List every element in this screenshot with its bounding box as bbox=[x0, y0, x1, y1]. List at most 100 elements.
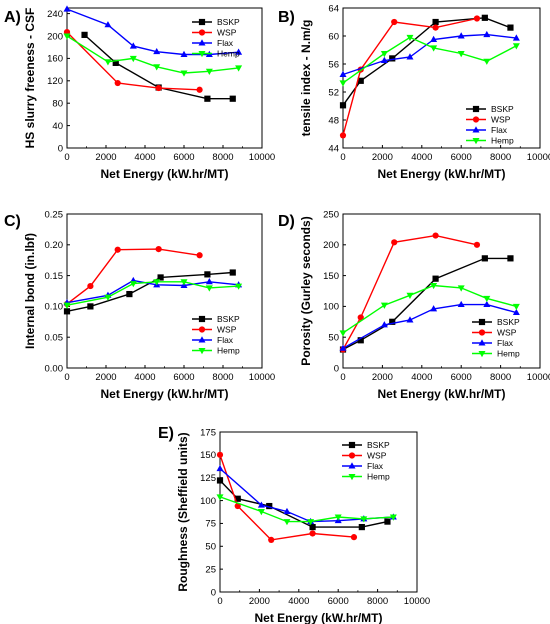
y-tick-label: 200 bbox=[323, 240, 339, 251]
legend-label-wsp: WSP bbox=[491, 115, 511, 125]
y-tick-label: 175 bbox=[200, 427, 216, 438]
x-axis-title: Net Energy (kW.hr/MT) bbox=[377, 387, 505, 401]
data-point-bskp bbox=[112, 59, 119, 66]
data-point-wsp bbox=[432, 24, 439, 31]
data-point-hemp bbox=[104, 59, 112, 66]
x-axis-title: Net Energy (kW.hr/MT) bbox=[100, 167, 228, 181]
legend-swatch-marker bbox=[348, 462, 356, 469]
data-point-hemp bbox=[63, 33, 71, 40]
data-point-flax bbox=[430, 305, 438, 312]
x-tick-label: 6000 bbox=[328, 596, 349, 607]
y-tick-label: 52 bbox=[328, 87, 339, 98]
legend-swatch-marker bbox=[478, 339, 486, 346]
x-tick-label: 0 bbox=[340, 372, 345, 383]
data-point-hemp bbox=[406, 34, 414, 42]
y-tick-label: 120 bbox=[47, 76, 63, 87]
series-wsp bbox=[339, 232, 481, 353]
data-point-wsp bbox=[350, 534, 358, 541]
data-point-wsp bbox=[87, 282, 94, 290]
data-point-bskp bbox=[481, 14, 488, 21]
legend-swatch-marker bbox=[478, 351, 486, 358]
data-point-hemp bbox=[339, 80, 347, 87]
data-point-hemp bbox=[283, 519, 291, 526]
data-point-hemp bbox=[360, 516, 368, 523]
legend-label-wsp: WSP bbox=[217, 325, 237, 335]
legend-swatch-marker bbox=[198, 18, 206, 26]
legend-swatch-marker bbox=[348, 452, 356, 459]
x-tick-label: 4000 bbox=[134, 372, 155, 383]
data-point-wsp bbox=[155, 246, 162, 253]
y-axis-title: HS slurry freeness - CSF bbox=[23, 8, 37, 149]
chart-panel-b: B) 0 2000 4000 6000 8000 10000 44 48 52 56 60 64 Net … bbox=[278, 3, 550, 181]
y-tick-label: 0.25 bbox=[45, 209, 64, 220]
y-tick-label: 25 bbox=[205, 564, 216, 575]
data-point-flax bbox=[406, 53, 414, 60]
data-point-flax bbox=[457, 300, 465, 308]
x-tick-label: 6000 bbox=[173, 152, 194, 163]
data-point-wsp bbox=[432, 232, 439, 239]
series-line-flax bbox=[342, 33, 517, 76]
panel-letter: C) bbox=[4, 213, 21, 230]
x-tick-label: 6000 bbox=[451, 152, 472, 163]
data-point-bskp bbox=[507, 24, 514, 31]
panel-letter: D) bbox=[278, 213, 295, 230]
data-point-bskp bbox=[229, 269, 236, 276]
legend-swatch-marker bbox=[198, 51, 206, 58]
data-point-bskp bbox=[126, 290, 133, 298]
x-tick-label: 10000 bbox=[404, 596, 430, 607]
data-point-hemp bbox=[307, 519, 315, 526]
series-flax bbox=[339, 30, 520, 77]
data-point-flax bbox=[406, 316, 414, 323]
y-tick-label: 60 bbox=[328, 31, 339, 42]
data-point-wsp bbox=[391, 239, 398, 246]
data-point-hemp bbox=[129, 55, 137, 63]
data-point-hemp bbox=[334, 514, 342, 521]
series-line-flax bbox=[66, 8, 239, 56]
y-tick-label: 0 bbox=[334, 363, 339, 374]
data-point-bskp bbox=[389, 318, 396, 325]
data-point-hemp bbox=[180, 70, 188, 77]
legend-swatch-marker bbox=[348, 441, 356, 449]
y-tick-label: 125 bbox=[200, 473, 216, 484]
y-tick-label: 64 bbox=[328, 3, 339, 14]
data-point-hemp bbox=[153, 279, 161, 286]
data-point-flax bbox=[205, 278, 213, 285]
data-point-wsp bbox=[391, 18, 398, 26]
data-point-bskp bbox=[157, 274, 164, 281]
data-point-hemp bbox=[153, 64, 161, 71]
y-tick-label: 0 bbox=[211, 587, 216, 598]
x-tick-label: 2000 bbox=[249, 596, 270, 607]
x-tick-label: 10000 bbox=[249, 372, 275, 383]
data-point-wsp bbox=[216, 451, 224, 458]
data-point-hemp bbox=[216, 494, 224, 501]
legend-swatch-marker bbox=[478, 329, 486, 336]
x-tick-label: 8000 bbox=[367, 596, 388, 607]
legend-swatch-marker bbox=[198, 315, 206, 323]
data-point-hemp bbox=[205, 285, 213, 292]
data-point-hemp bbox=[512, 43, 520, 50]
y-tick-label: 50 bbox=[205, 542, 216, 553]
data-point-flax bbox=[63, 5, 71, 12]
series-line-flax bbox=[342, 303, 517, 349]
series-hemp bbox=[339, 282, 520, 337]
series-line-wsp bbox=[66, 31, 200, 91]
x-tick-label: 2000 bbox=[95, 372, 116, 383]
y-tick-label: 0.00 bbox=[45, 363, 64, 374]
y-tick-label: 40 bbox=[52, 121, 63, 132]
data-point-hemp bbox=[380, 51, 388, 58]
legend-label-wsp: WSP bbox=[367, 451, 387, 461]
legend-swatch-marker bbox=[198, 29, 206, 36]
x-tick-label: 2000 bbox=[372, 152, 393, 163]
data-point-hemp bbox=[512, 303, 520, 311]
data-point-flax bbox=[483, 300, 491, 308]
data-point-wsp bbox=[357, 314, 364, 321]
y-tick-label: 0.05 bbox=[45, 333, 64, 344]
data-point-bskp bbox=[204, 271, 211, 278]
x-tick-label: 8000 bbox=[212, 152, 233, 163]
x-tick-label: 0 bbox=[217, 596, 222, 607]
y-tick-label: 0 bbox=[58, 143, 63, 154]
x-axis-title: Net Energy (kW.hr/MT) bbox=[100, 387, 228, 401]
x-tick-label: 4000 bbox=[134, 152, 155, 163]
y-tick-label: 75 bbox=[205, 519, 216, 530]
